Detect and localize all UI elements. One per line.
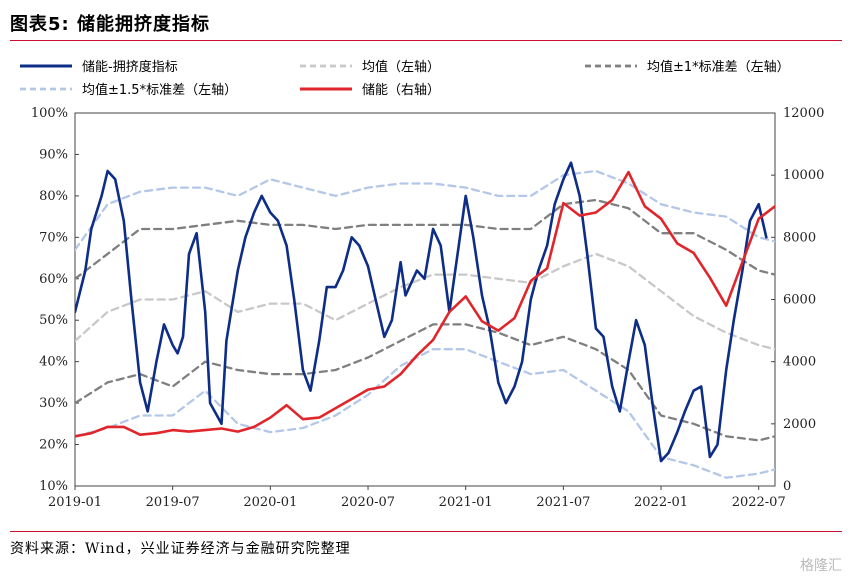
- legend-label-0: 储能-拥挤度指标: [82, 59, 178, 75]
- right-tick-label: 2000: [783, 417, 816, 432]
- crowding-chart: 10% 20% 30% 40% 50% 60% 70% 80% 90% 100% 0 2000 4000…: [20, 59, 825, 510]
- x-tick-label: 2021-01: [439, 495, 493, 510]
- x-tick-label: 2022-07: [732, 495, 786, 510]
- right-tick-label: 6000: [783, 293, 816, 308]
- left-tick-label: 100%: [31, 106, 68, 121]
- legend-label-1: 均值（左轴）: [362, 59, 440, 75]
- series-line-2: [75, 198, 775, 280]
- figure-title: 图表5: 储能拥挤度指标: [10, 14, 210, 35]
- series-line-2-lower: [75, 323, 775, 442]
- x-tick-label: 2019-07: [146, 495, 200, 510]
- left-tick-label: 90%: [39, 147, 68, 162]
- x-tick-label: 2019-01: [48, 495, 102, 510]
- left-tick-label: 30%: [39, 396, 68, 411]
- series-line-3: [75, 169, 775, 251]
- watermark: 格隆汇: [800, 558, 842, 574]
- series-line-1: [75, 252, 775, 351]
- series-line-4: [75, 170, 775, 438]
- chart-legend: 储能-拥挤度指标 均值（左轴） 均值±1*标准差（左轴） 均值±1.5*标准差（左轴）…: [20, 59, 790, 98]
- source-rule: [10, 531, 842, 532]
- series-line-0: [75, 161, 768, 463]
- series-line-3-lower: [75, 348, 775, 479]
- left-tick-label: 70%: [39, 230, 68, 245]
- legend-label-3: 均值±1.5*标准差（左轴）: [82, 82, 237, 98]
- right-tick-label: 4000: [783, 355, 816, 370]
- legend-label-4: 储能（右轴）: [362, 83, 440, 98]
- left-tick-label: 40%: [39, 355, 68, 370]
- left-tick-label: 20%: [39, 438, 68, 453]
- title-rule: [10, 40, 842, 41]
- chart-series: [75, 161, 775, 479]
- legend-label-2: 均值±1*标准差（左轴）: [647, 59, 790, 75]
- right-tick-label: 10000: [783, 168, 824, 183]
- left-tick-label: 10%: [39, 479, 68, 494]
- x-tick-label: 2020-07: [341, 495, 395, 510]
- left-tick-label: 50%: [39, 313, 68, 328]
- chart-axes: 10% 20% 30% 40% 50% 60% 70% 80% 90% 100% 0 2000 4000…: [31, 106, 825, 510]
- left-tick-label: 60%: [39, 272, 68, 287]
- x-tick-label: 2020-01: [243, 495, 297, 510]
- x-tick-label: 2021-07: [536, 495, 590, 510]
- source-note: 资料来源：Wind，兴业证券经济与金融研究院整理: [10, 541, 351, 557]
- x-tick-label: 2022-01: [634, 495, 688, 510]
- right-tick-label: 8000: [783, 230, 816, 245]
- left-tick-label: 80%: [39, 189, 68, 204]
- right-tick-label: 12000: [783, 106, 824, 121]
- right-tick-label: 0: [783, 479, 791, 494]
